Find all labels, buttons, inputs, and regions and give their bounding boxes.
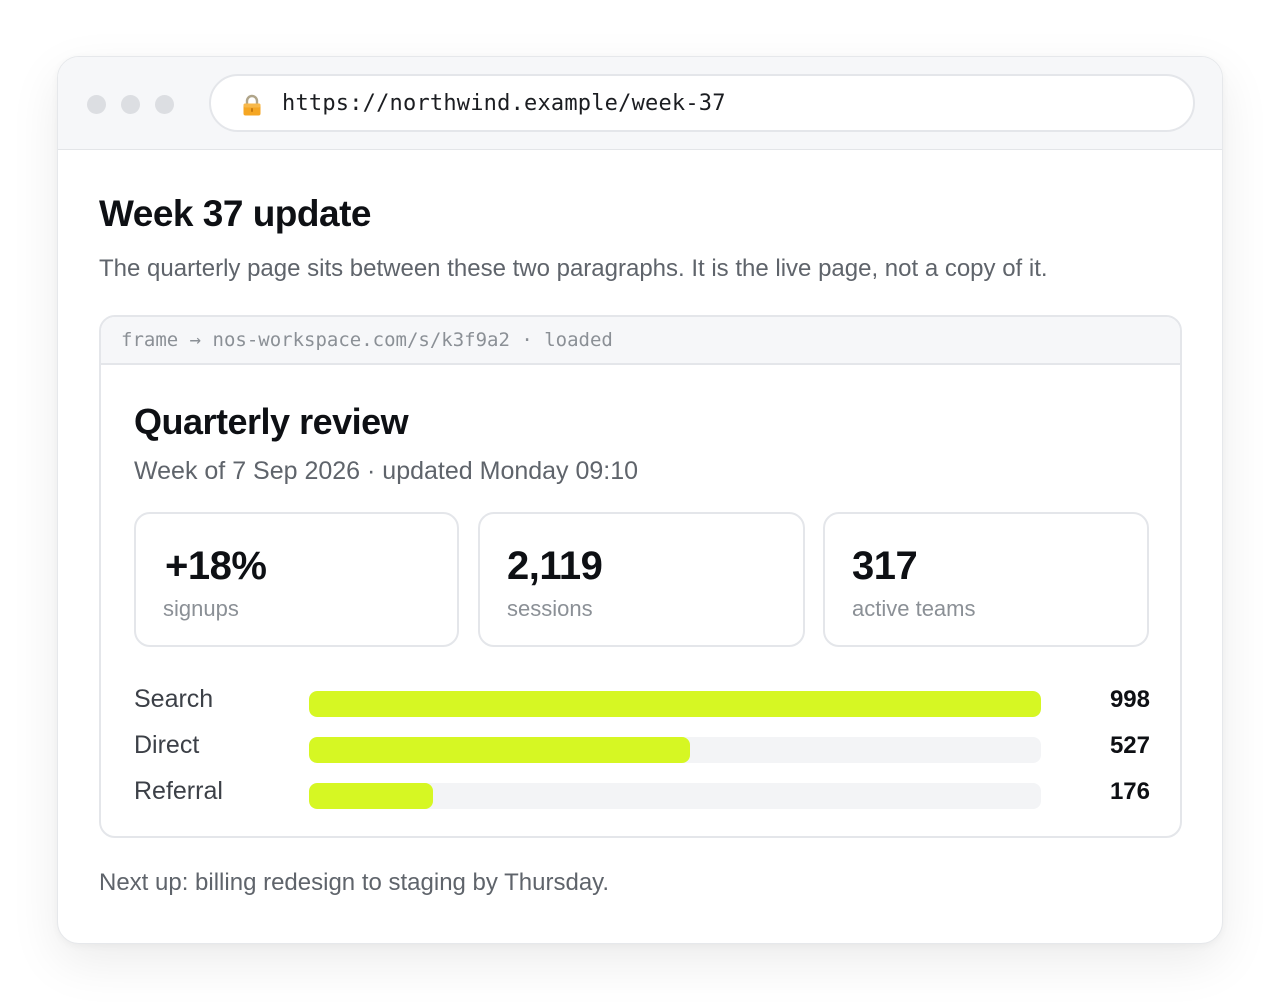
channel-label: Direct [134, 731, 200, 759]
url-text: https://northwind.example/week-37 [282, 91, 726, 116]
channel-label: Search [134, 685, 214, 713]
window-close-button[interactable] [87, 95, 106, 114]
channel-bar-track [309, 783, 1041, 809]
channel-bar-track [309, 691, 1041, 717]
stat-card-signups: +18% signups [134, 512, 459, 647]
stat-value: 317 [852, 544, 918, 588]
window-minimize-button[interactable] [121, 95, 140, 114]
stat-label: active teams [852, 596, 976, 621]
stat-card-sessions: 2,119 sessions [478, 512, 805, 647]
frame-status-text: frame → nos-workspace.com/s/k3f9a2 · loa… [121, 329, 613, 351]
frame-status-bar: frame → nos-workspace.com/s/k3f9a2 · loa… [101, 317, 1180, 365]
browser-toolbar: https://northwind.example/week-37 [58, 57, 1222, 150]
address-bar[interactable]: https://northwind.example/week-37 [209, 74, 1195, 132]
channel-row-direct: Direct 527 [134, 725, 1150, 765]
quarterly-review-title: Quarterly review [134, 401, 409, 442]
channel-value: 176 [1109, 778, 1150, 805]
stat-label: signups [163, 596, 239, 621]
outro-paragraph: Next up: billing redesign to staging by … [99, 869, 610, 896]
lock-icon [243, 94, 261, 116]
channel-row-search: Search 998 [134, 679, 1150, 719]
channel-bar-fill [309, 737, 690, 763]
embedded-frame: frame → nos-workspace.com/s/k3f9a2 · loa… [99, 315, 1182, 838]
intro-paragraph: The quarterly page sits between these tw… [99, 255, 1048, 282]
stat-value: +18% [165, 544, 267, 588]
stat-label: sessions [507, 596, 593, 621]
quarterly-review-subtitle: Week of 7 Sep 2026 · updated Monday 09:1… [134, 457, 639, 485]
channel-value: 527 [1109, 732, 1150, 759]
window-maximize-button[interactable] [155, 95, 174, 114]
channel-bar-fill [309, 783, 434, 809]
channel-bar-track [309, 737, 1041, 763]
page-title: Week 37 update [99, 193, 371, 234]
channel-label: Referral [134, 777, 223, 805]
stat-card-active-teams: 317 active teams [823, 512, 1149, 647]
channel-bar-fill [309, 691, 1041, 717]
channel-value: 998 [1109, 686, 1150, 713]
stat-value: 2,119 [507, 544, 603, 588]
browser-window: https://northwind.example/week-37 Week 3… [57, 56, 1223, 944]
channel-row-referral: Referral 176 [134, 771, 1150, 811]
